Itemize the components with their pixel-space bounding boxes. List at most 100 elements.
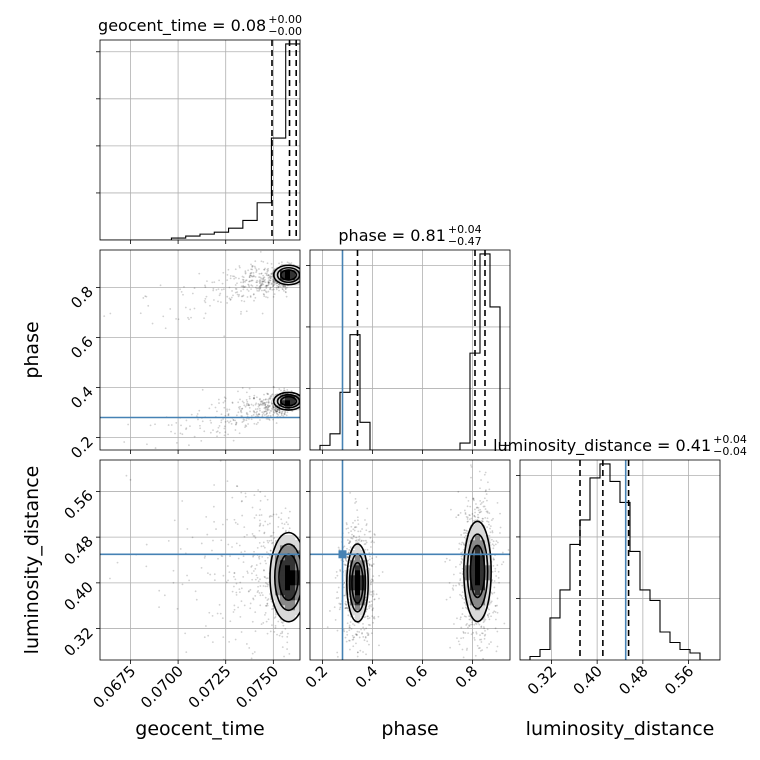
- scatter-point: [477, 506, 480, 509]
- scatter-point: [269, 279, 272, 282]
- scatter-point: [458, 542, 461, 545]
- scatter-point: [264, 559, 267, 562]
- scatter-point: [233, 604, 236, 607]
- scatter-point: [236, 485, 239, 488]
- scatter-point: [250, 280, 252, 282]
- scatter-point: [269, 630, 272, 633]
- scatter-point: [262, 402, 264, 405]
- scatter-point: [268, 539, 271, 542]
- scatter-point: [371, 609, 374, 612]
- scatter-point: [269, 286, 272, 289]
- scatter-point: [242, 555, 245, 558]
- scatter-point: [291, 410, 294, 413]
- scatter-point: [240, 415, 243, 417]
- scatter-point: [240, 491, 243, 494]
- scatter-point: [371, 579, 374, 581]
- scatter-point: [253, 535, 256, 538]
- density-cell: [345, 580, 351, 586]
- density-cell: [355, 565, 361, 571]
- scatter-point: [241, 278, 244, 281]
- scatter-point: [245, 399, 248, 401]
- scatter-point: [228, 421, 230, 424]
- scatter-point: [252, 597, 254, 600]
- scatter-point: [487, 481, 489, 484]
- scatter-point: [461, 591, 464, 593]
- scatter-point: [262, 412, 265, 414]
- scatter-point: [251, 285, 254, 287]
- scatter-point: [249, 588, 252, 591]
- scatter-point: [348, 639, 351, 642]
- scatter-point: [496, 501, 499, 504]
- scatter-point: [262, 260, 265, 263]
- density-cell: [355, 585, 361, 591]
- scatter-point: [269, 397, 272, 400]
- scatter-point: [367, 615, 369, 618]
- density-cell: [470, 575, 476, 581]
- scatter-point: [287, 632, 289, 635]
- scatter-point: [246, 288, 249, 291]
- scatter-point: [274, 624, 277, 627]
- scatter-point: [281, 646, 284, 649]
- scatter-point: [269, 535, 272, 538]
- scatter-point: [484, 490, 487, 493]
- scatter-point: [268, 412, 271, 414]
- scatter-point: [263, 289, 266, 291]
- scatter-point: [268, 419, 271, 421]
- scatter-point: [349, 541, 351, 544]
- scatter-point: [265, 620, 268, 623]
- scatter-point: [218, 294, 221, 297]
- scatter-point: [278, 409, 281, 411]
- scatter-point: [277, 414, 280, 416]
- density-cell: [275, 575, 281, 581]
- scatter-point: [252, 293, 255, 295]
- density-cell: [280, 610, 286, 616]
- scatter-point: [248, 387, 251, 390]
- scatter-point: [220, 301, 222, 304]
- scatter-point: [486, 520, 488, 523]
- scatter-point: [347, 539, 349, 541]
- scatter-point: [241, 514, 244, 517]
- scatter-point: [488, 608, 490, 611]
- scatter-point: [262, 283, 265, 286]
- scatter-point: [358, 538, 361, 541]
- scatter-point: [272, 285, 275, 288]
- scatter-point: [242, 281, 245, 284]
- scatter-point: [253, 410, 256, 413]
- scatter-point: [243, 535, 246, 538]
- y-tick-label-phase: 0.8: [67, 283, 97, 313]
- scatter-point: [483, 637, 486, 640]
- scatter-point: [187, 316, 189, 319]
- density-cell: [285, 590, 291, 596]
- scatter-point: [264, 267, 266, 270]
- scatter-point: [494, 627, 497, 630]
- scatter-point: [474, 511, 476, 514]
- density-cell: [480, 545, 486, 551]
- contour-line: [273, 543, 300, 612]
- scatter-point: [472, 498, 475, 500]
- scatter-point: [184, 306, 187, 309]
- scatter-point: [371, 591, 374, 593]
- density-geocent_time-luminosity_distance-frame: [99, 459, 301, 661]
- scatter-point: [267, 541, 270, 544]
- scatter-point: [247, 269, 250, 272]
- scatter-point: [469, 505, 472, 508]
- scatter-point: [354, 539, 357, 542]
- scatter-point: [250, 275, 253, 278]
- scatter-point: [235, 591, 238, 594]
- scatter-point: [277, 516, 280, 519]
- scatter-point: [338, 602, 341, 605]
- scatter-point: [154, 423, 156, 426]
- scatter-point: [228, 297, 231, 300]
- contour-line: [345, 543, 370, 623]
- scatter-point: [263, 407, 266, 410]
- scatter-point: [188, 318, 190, 321]
- scatter-point: [239, 398, 241, 401]
- scatter-point: [262, 278, 265, 280]
- scatter-point: [232, 418, 235, 421]
- scatter-point: [250, 403, 253, 406]
- scatter-point: [224, 431, 227, 433]
- scatter-point: [234, 276, 237, 279]
- scatter-point: [272, 284, 275, 287]
- scatter-point: [186, 528, 189, 530]
- scatter-point: [248, 395, 251, 398]
